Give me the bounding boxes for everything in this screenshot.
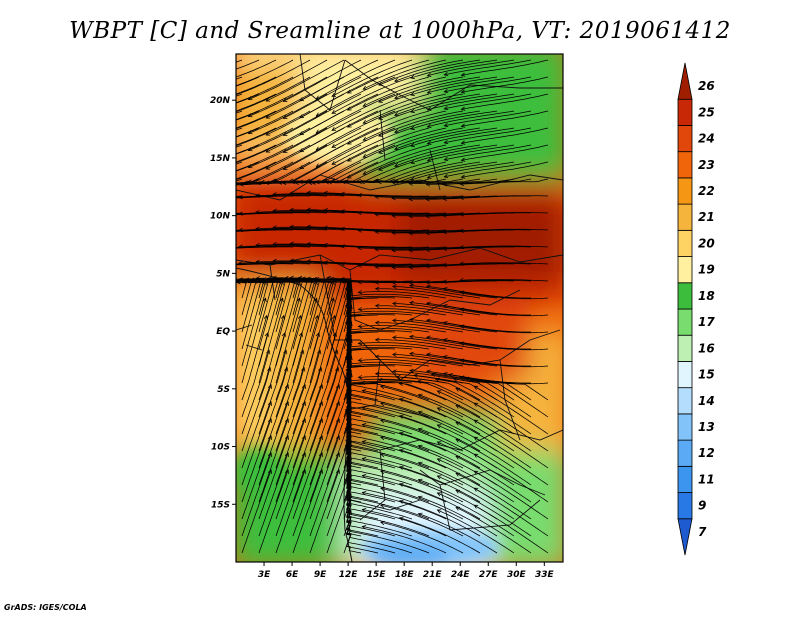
- colorbar-segment: [677, 308, 693, 336]
- y-tick-label: 15S: [211, 500, 230, 510]
- colorbar-label: 25: [698, 105, 715, 119]
- y-tick-label: 10S: [211, 443, 230, 453]
- colorbar-label: 24: [698, 132, 715, 146]
- colorbar-label: 12: [698, 446, 715, 460]
- colorbar: 7 9 11 12 13 14 15 16 17 18 19 20 21 22 23 24 25 26: [677, 62, 715, 556]
- colorbar-segment: [677, 334, 693, 362]
- x-tick-label: 33E: [535, 570, 555, 580]
- map-frame: [235, 53, 564, 563]
- colorbar-label: 16: [698, 341, 715, 355]
- x-tick-label: 30E: [507, 570, 527, 580]
- y-tick-label: EQ: [216, 327, 230, 337]
- colorbar-label: 26: [698, 79, 715, 93]
- colorbar-label: 22: [698, 184, 715, 198]
- x-tick-label: 12E: [339, 570, 359, 580]
- streamlines: [236, 59, 549, 554]
- colorbar-label: 20: [698, 236, 715, 250]
- colorbar-label: 19: [698, 263, 715, 277]
- colorbar-label: 17: [698, 315, 715, 329]
- colorbar-segment: [677, 256, 693, 284]
- colorbar-label: 7: [698, 525, 707, 539]
- colorbar-label: 14: [698, 394, 715, 408]
- colorbar-segment: [677, 229, 693, 257]
- x-axis: 3E 6E 9E 12E 15E 18E 21E 24E 27E 30E 33E: [258, 562, 555, 580]
- x-tick-label: 27E: [479, 570, 499, 580]
- colorbar-segment: [677, 413, 693, 441]
- colorbar-label: 21: [698, 210, 715, 224]
- colorbar-segment: [677, 125, 693, 153]
- colorbar-segment: [677, 203, 693, 231]
- x-tick-label: 18E: [395, 570, 415, 580]
- y-axis: 20N 15N 10N 5N EQ 5S 10S 15S: [210, 96, 236, 510]
- colorbar-segment: [677, 151, 693, 179]
- colorbar-segment: [677, 518, 693, 556]
- x-tick-label: 9E: [314, 570, 327, 580]
- y-tick-label: 15N: [210, 154, 231, 164]
- x-tick-label: 6E: [286, 570, 299, 580]
- colorbar-segment: [677, 177, 693, 205]
- x-tick-label: 24E: [451, 570, 471, 580]
- colorbar-label: 15: [698, 368, 715, 382]
- colorbar-label: 11: [698, 472, 715, 486]
- colorbar-segment: [677, 98, 693, 126]
- x-tick-label: 3E: [258, 570, 271, 580]
- colorbar-segment: [677, 439, 693, 467]
- chart-title: WBPT [C] and Sreamline at 1000hPa, VT: 2…: [69, 18, 731, 44]
- y-tick-label: 5N: [216, 269, 230, 279]
- x-tick-label: 15E: [367, 570, 387, 580]
- y-tick-label: 20N: [210, 96, 231, 106]
- colorbar-label: 9: [698, 499, 706, 513]
- y-tick-label: 10N: [210, 212, 231, 222]
- colorbar-segment: [677, 465, 693, 493]
- colorbar-segment: [677, 361, 693, 389]
- colorbar-segment: [677, 387, 693, 415]
- colorbar-segment: [677, 282, 693, 310]
- colorbar-label: 13: [698, 420, 715, 434]
- x-tick-label: 21E: [423, 570, 443, 580]
- colorbar-segment: [677, 62, 693, 100]
- footer-credit: GrADS: IGES/COLA: [4, 603, 87, 612]
- colorbar-label: 23: [698, 158, 715, 172]
- colorbar-label: 18: [698, 289, 715, 303]
- y-tick-label: 5S: [217, 385, 230, 395]
- colorbar-segment: [677, 492, 693, 520]
